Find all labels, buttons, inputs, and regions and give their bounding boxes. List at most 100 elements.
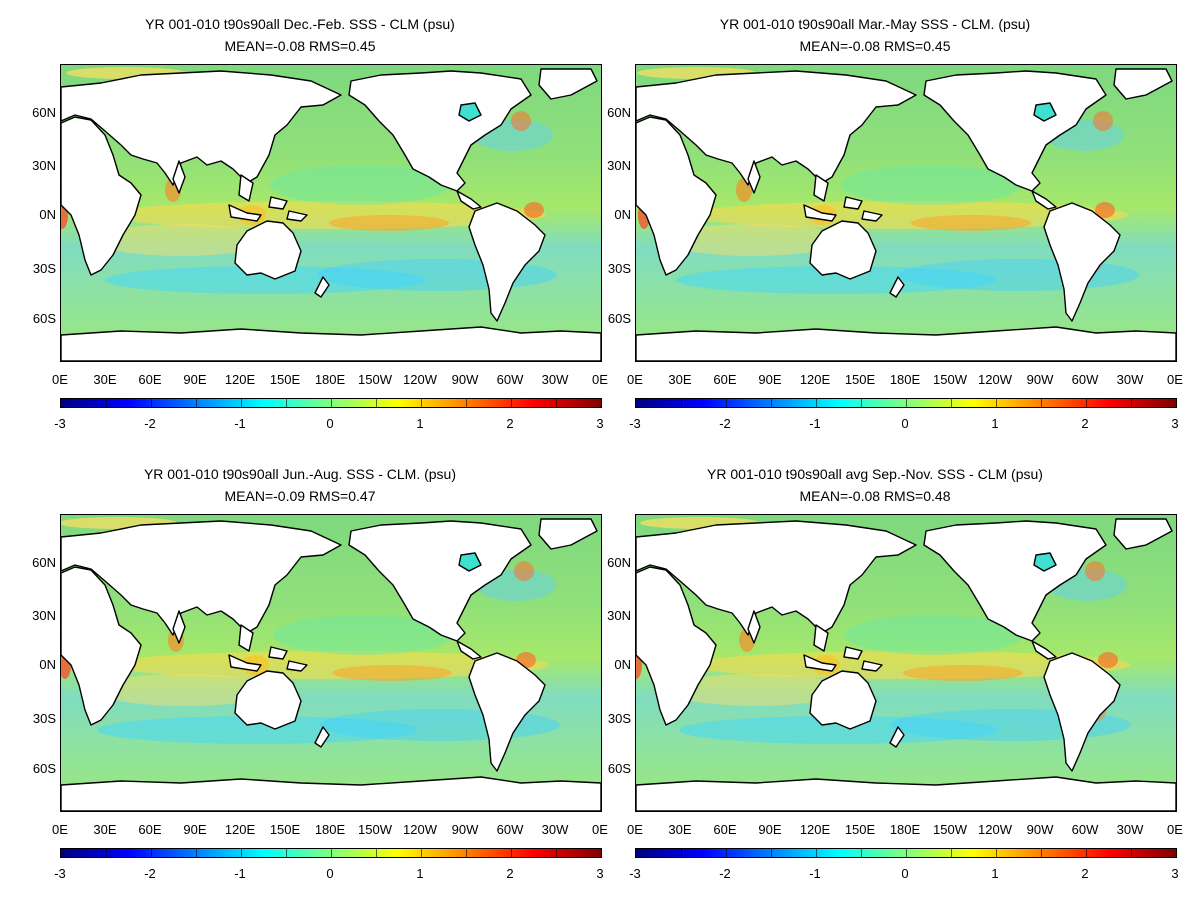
latitude-label: 30S	[32, 711, 56, 726]
colorbar-tick	[151, 399, 152, 407]
map-panel-3: YR 001-010 t90s90all Jun.-Aug. SSS - CLM…	[0, 450, 608, 900]
sss-anomaly-map	[635, 64, 1177, 362]
longitude-label: 120W	[403, 822, 437, 837]
colorbar-tick	[466, 399, 467, 407]
antarctica-landmass	[61, 326, 601, 361]
colorbar-label: 0	[901, 866, 909, 881]
map-svg	[636, 517, 1176, 811]
longitude-label: 120E	[224, 822, 256, 837]
longitude-label: 150E	[844, 822, 876, 837]
colorbar-tick	[681, 849, 682, 857]
land-layer	[636, 518, 1176, 811]
australia-landmass	[809, 220, 877, 280]
anomaly-blob	[92, 224, 272, 256]
longitude-label: 90E	[758, 822, 782, 837]
colorbar-label: -2	[719, 866, 731, 881]
colorbar-tick	[816, 849, 817, 857]
colorbar-label: -3	[54, 866, 66, 881]
latitude-label: 30N	[32, 158, 56, 173]
anomaly-field	[61, 67, 557, 294]
anomaly-blob	[666, 674, 846, 706]
new-zealand-landmass	[889, 276, 905, 298]
longitude-label: 60E	[138, 372, 162, 387]
greenland-landmass	[1113, 518, 1173, 550]
longitude-label: 150E	[844, 372, 876, 387]
latitude-label: 60S	[32, 761, 56, 776]
colorbar-tick	[1131, 399, 1132, 407]
map-svg	[61, 67, 601, 361]
colorbar	[60, 848, 602, 858]
eurasia-landmass	[61, 520, 342, 636]
north-america-landmass	[348, 70, 532, 192]
longitude-label: 150E	[269, 822, 301, 837]
colorbar-label: -1	[809, 866, 821, 881]
colorbar-tick	[726, 399, 727, 407]
anomaly-blob	[105, 266, 425, 294]
longitude-label: 0E	[627, 372, 643, 387]
hudson-bay	[458, 102, 482, 122]
colorbar-label: -3	[629, 416, 641, 431]
hudson-bay	[458, 552, 482, 572]
colorbar-tick	[681, 399, 682, 407]
anomaly-blob	[911, 215, 1031, 231]
new-zealand-landmass	[314, 276, 330, 298]
colorbar-tick	[556, 399, 557, 407]
colorbar-label: 2	[506, 866, 514, 881]
sss-anomaly-map	[635, 514, 1177, 812]
colorbar-tick	[106, 849, 107, 857]
colorbar-tick	[1131, 849, 1132, 857]
latitude-label: 0N	[39, 657, 56, 672]
colorbar-label: 2	[1081, 866, 1089, 881]
longitude-label: 60W	[1071, 372, 1099, 387]
colorbar-tick	[1041, 399, 1042, 407]
longitude-label: 30E	[668, 822, 692, 837]
colorbar-tick	[996, 849, 997, 857]
colorbar-label: 2	[506, 416, 514, 431]
colorbar-label: -1	[234, 866, 246, 881]
latitude-label: 0N	[614, 207, 631, 222]
anomaly-field	[636, 517, 1131, 744]
colorbar-tick	[286, 399, 287, 407]
colorbar-label: 3	[596, 416, 604, 431]
colorbar-label: -3	[54, 416, 66, 431]
africa-landmass	[61, 566, 142, 726]
colorbar-tick	[861, 849, 862, 857]
colorbar	[635, 848, 1177, 858]
longitude-label: 150W	[933, 372, 967, 387]
south-america-landmass	[468, 202, 546, 322]
longitude-label: 150W	[358, 372, 392, 387]
colorbar-label: -2	[719, 416, 731, 431]
colorbar	[635, 398, 1177, 408]
colorbar-label: -1	[234, 416, 246, 431]
maritime-continent-islands	[803, 196, 883, 222]
anomaly-blob	[95, 674, 275, 706]
map-panel-2: YR 001-010 t90s90all Mar.-May SSS - CLM.…	[575, 0, 1183, 450]
colorbar-label: -2	[144, 416, 156, 431]
anomaly-blob	[273, 615, 453, 655]
longitude-label: 120W	[978, 372, 1012, 387]
colorbar-tick	[771, 849, 772, 857]
longitude-label: 0E	[1167, 822, 1183, 837]
maritime-continent-islands	[228, 646, 308, 672]
anomaly-blob	[511, 111, 531, 131]
southeast-asia-landmass	[747, 610, 829, 652]
africa-landmass	[636, 566, 717, 726]
southeast-asia-landmass	[172, 610, 254, 652]
eurasia-landmass	[636, 520, 917, 636]
longitude-label: 120W	[978, 822, 1012, 837]
longitude-label: 60E	[713, 372, 737, 387]
latitude-label: 30N	[607, 158, 631, 173]
colorbar-tick	[466, 849, 467, 857]
greenland-landmass	[538, 68, 598, 100]
longitude-label: 180E	[314, 822, 346, 837]
panel-stats: MEAN=-0.09 RMS=0.47	[224, 488, 376, 504]
panel-title: YR 001-010 t90s90all Dec.-Feb. SSS - CLM…	[145, 16, 455, 32]
colorbar-label: 0	[326, 866, 334, 881]
central-america-landmass	[1031, 640, 1057, 660]
longitude-label: 150E	[269, 372, 301, 387]
anomaly-blob	[1085, 561, 1105, 581]
latitude-label: 30S	[32, 261, 56, 276]
south-america-landmass	[1043, 202, 1121, 322]
colorbar-tick	[106, 399, 107, 407]
map-svg	[636, 67, 1176, 361]
